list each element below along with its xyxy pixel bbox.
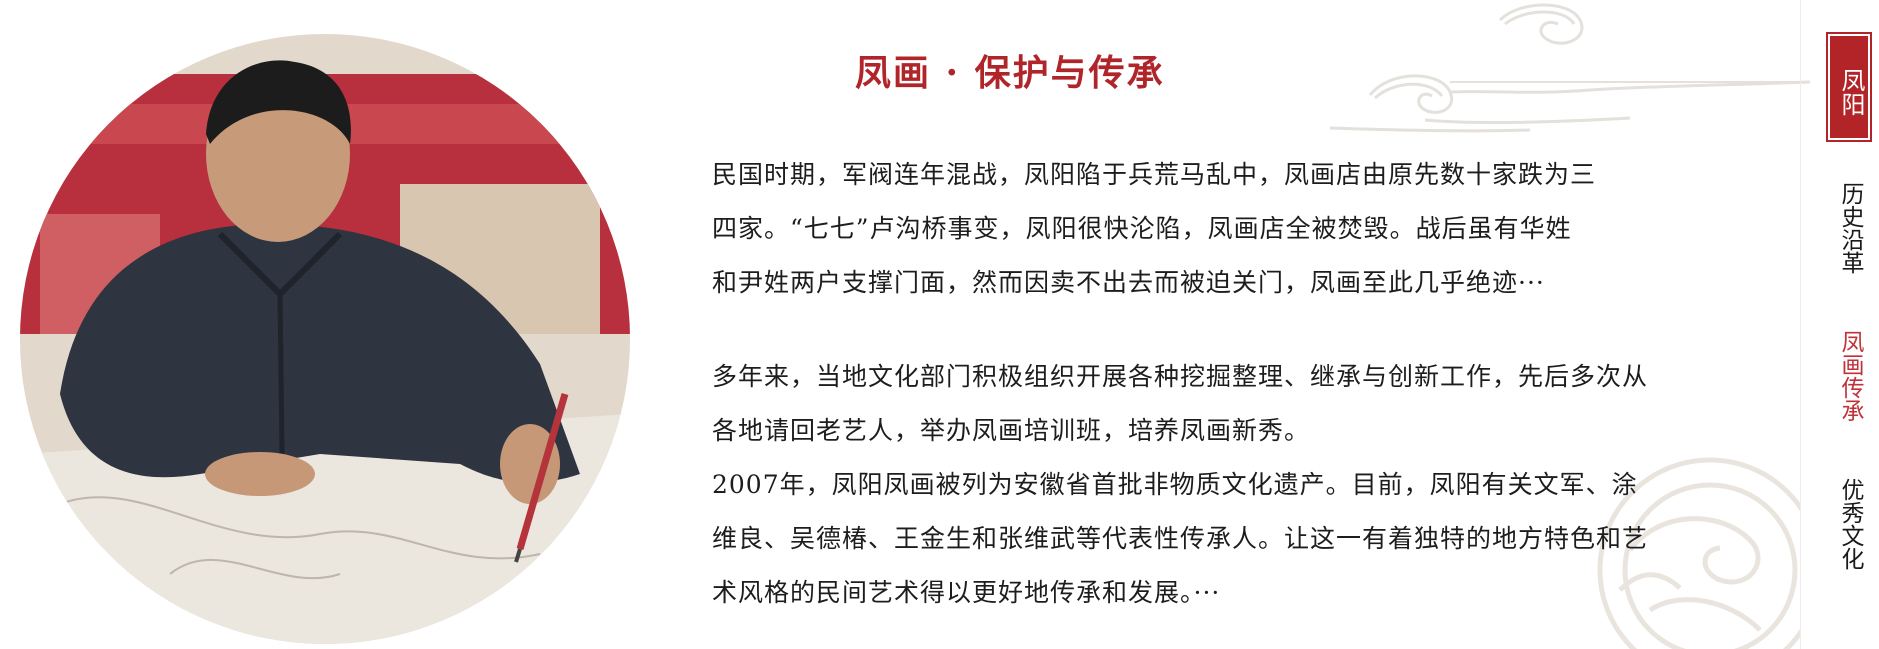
text-line: 四家。“七七”卢沟桥事变，凤阳很快沦陷，凤画店全被焚毁。战后虽有华姓 (712, 214, 1572, 243)
text-line: 2007年，凤阳凤画被列为安徽省首批非物质文化遗产。目前，凤阳有关文军、涂 (712, 470, 1638, 499)
nav-divider (1800, 0, 1801, 649)
text-line: 多年来，当地文化部门积极组织开展各种挖掘整理、继承与创新工作，先后多次从 (712, 362, 1649, 391)
nav-item-inheritance[interactable]: 凤画传承 (1837, 330, 1863, 422)
nav-item-culture[interactable]: 优秀文化 (1837, 478, 1863, 570)
text-line: 术风格的民间艺术得以更好地传承和发展。··· (712, 578, 1221, 607)
text-line: 民国时期，军阀连年混战，凤阳陷于兵荒马乱中，凤画店由原先数十家跌为三 (712, 160, 1597, 189)
paragraph-wartime: 民国时期，军阀连年混战，凤阳陷于兵荒马乱中，凤画店由原先数十家跌为三 四家。“七… (712, 148, 1787, 310)
text-line: 和尹姓两户支撑门面，然而因卖不出去而被迫关门，凤画至此几乎绝迹··· (712, 268, 1545, 297)
paragraph-spacer (712, 310, 1787, 350)
text-line: 各地请回老艺人，举办凤画培训班，培养凤画新秀。 (712, 416, 1311, 445)
article-body: 民国时期，军阀连年混战，凤阳陷于兵荒马乱中，凤画店由原先数十家跌为三 四家。“七… (712, 148, 1787, 620)
phoenix-pattern-decoration (1597, 457, 1800, 649)
nav-item-history[interactable]: 历史沿革 (1837, 182, 1863, 274)
text-line: 维良、吴德椿、王金生和张维武等代表性传承人。让这一有着独特的地方特色和艺 (712, 524, 1649, 553)
section-title: 凤画 · 保护与传承 (855, 52, 1165, 94)
paragraph-revival: 多年来，当地文化部门积极组织开展各种挖掘整理、继承与创新工作，先后多次从 各地请… (712, 350, 1787, 620)
cloud-pattern-decoration (1330, 3, 1810, 133)
side-navigation: 凤阳 历史沿革 凤画传承 优秀文化 (1800, 0, 1879, 649)
artisan-photo (20, 34, 630, 644)
fengyang-home-badge[interactable]: 凤阳 (1826, 32, 1872, 142)
